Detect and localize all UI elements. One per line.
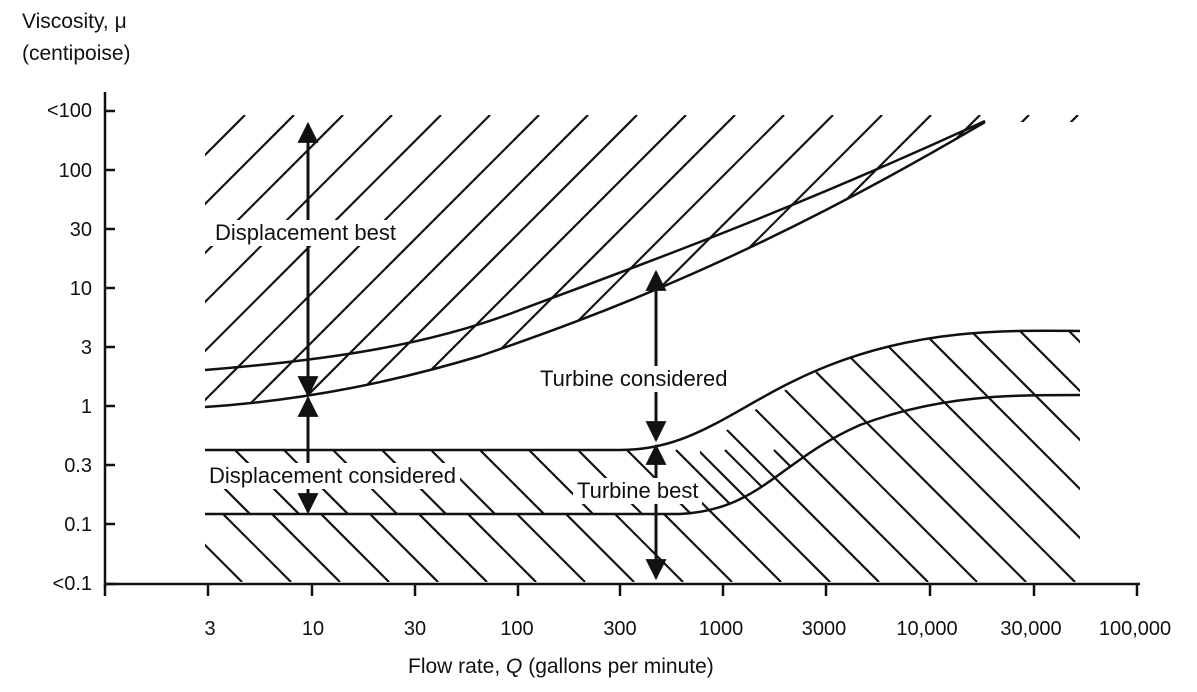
hatch-line bbox=[871, 449, 1005, 582]
hatch-line bbox=[675, 449, 809, 582]
hatch-line bbox=[871, 330, 1080, 582]
hatch-line bbox=[1018, 449, 1080, 582]
hatch-line bbox=[205, 115, 540, 407]
hatch-line bbox=[722, 115, 1079, 407]
hatch-line bbox=[205, 115, 344, 407]
hatch-line bbox=[920, 330, 1080, 582]
y-tick-label: 0.3 bbox=[64, 455, 92, 477]
hatch-line bbox=[724, 449, 858, 582]
hatch-line bbox=[773, 330, 1027, 582]
hatch-line bbox=[969, 330, 1080, 582]
hatch-line bbox=[526, 115, 883, 407]
hatch-line bbox=[1018, 330, 1080, 582]
hatch-line bbox=[1115, 115, 1197, 470]
hatch-line bbox=[479, 449, 613, 582]
hatch-line bbox=[205, 115, 295, 407]
hatch-line bbox=[1166, 450, 1197, 582]
hatch-line bbox=[330, 115, 687, 407]
hatch-line bbox=[1016, 115, 1083, 407]
boundary-curve-upper-top bbox=[204, 119, 986, 372]
hatch-line bbox=[869, 115, 1083, 407]
label-turbine-considered: Turbine considered bbox=[536, 366, 732, 392]
y-tick-label: 3 bbox=[80, 337, 92, 359]
hatch-line bbox=[1065, 115, 1083, 407]
hatch-line bbox=[967, 115, 1083, 407]
hatch-line bbox=[234, 330, 488, 582]
x-axis-label-prefix: Flow rate, bbox=[408, 655, 507, 678]
hatch-line bbox=[379, 115, 736, 407]
hatch-line bbox=[820, 115, 1083, 407]
x-tick-label: 30,000 bbox=[1000, 618, 1062, 640]
x-tick-label: 30 bbox=[403, 618, 427, 640]
y-tick-label: 1 bbox=[80, 396, 92, 418]
label-displacement-best: Displacement best bbox=[211, 220, 400, 246]
hatch-line bbox=[1067, 330, 1080, 582]
x-tick-label: 10 bbox=[301, 618, 325, 640]
x-tick-label: 100,000 bbox=[1098, 618, 1172, 640]
y-axis-label-line2: (centipoise) bbox=[22, 42, 131, 65]
hatch-displacement-considered bbox=[205, 449, 1197, 582]
hatch-line bbox=[205, 115, 491, 407]
x-tick-marks bbox=[103, 584, 1139, 596]
hatch-line bbox=[724, 330, 978, 582]
hatch-line bbox=[773, 449, 907, 582]
hatch-line bbox=[771, 115, 1083, 407]
x-tick-label: 10,000 bbox=[896, 618, 958, 640]
hatch-line bbox=[1164, 115, 1197, 470]
x-tick-label: 300 bbox=[603, 618, 637, 640]
hatch-line bbox=[626, 449, 760, 582]
hatch-line bbox=[1117, 330, 1197, 582]
x-tick-label: 1000 bbox=[698, 618, 744, 640]
y-tick-label: <100 bbox=[46, 100, 92, 122]
y-tick-marks bbox=[105, 109, 115, 586]
hatch-line bbox=[920, 449, 1054, 582]
hatch-line bbox=[428, 115, 785, 407]
y-tick-label: 100 bbox=[58, 160, 92, 182]
label-turbine-best: Turbine best bbox=[573, 478, 703, 504]
hatch-line bbox=[205, 449, 221, 582]
hatch-line bbox=[205, 330, 292, 582]
y-tick-label: 30 bbox=[69, 219, 92, 241]
hatch-line bbox=[528, 449, 662, 582]
hatch-line bbox=[281, 115, 638, 407]
hatch-line bbox=[624, 115, 981, 407]
boundary-curve-lower-bottom bbox=[205, 393, 1081, 516]
boundary-curve-lower-top bbox=[205, 329, 1081, 452]
hatch-line bbox=[822, 330, 1076, 582]
hatch-line bbox=[205, 115, 393, 407]
hatch-line bbox=[1117, 450, 1197, 582]
hatch-displacement-best bbox=[205, 115, 1197, 470]
hatch-line bbox=[1166, 330, 1197, 582]
hatch-line bbox=[969, 449, 1080, 582]
hatch-line bbox=[205, 330, 390, 582]
x-tick-label: 3 bbox=[204, 618, 216, 640]
hatch-line bbox=[205, 115, 442, 407]
label-displacement-considered: Displacement considered bbox=[205, 463, 461, 489]
y-tick-label: 0.1 bbox=[64, 514, 92, 536]
hatch-line bbox=[822, 449, 956, 582]
y-tick-label: 10 bbox=[69, 278, 92, 300]
hatch-line bbox=[283, 330, 537, 582]
x-tick-label: 3000 bbox=[801, 618, 847, 640]
hatch-line bbox=[205, 330, 341, 582]
y-tick-label: <0.1 bbox=[52, 573, 92, 595]
hatch-line bbox=[1067, 449, 1080, 582]
hatch-line bbox=[577, 449, 711, 582]
y-axis-label-line1: Viscosity, μ bbox=[22, 10, 127, 33]
x-tick-label: 100 bbox=[500, 618, 534, 640]
x-axis-label-suffix: (gallons per minute) bbox=[522, 655, 714, 678]
x-axis-label: Flow rate, Q (gallons per minute) bbox=[408, 655, 714, 679]
boundary-curve-upper-bottom bbox=[204, 120, 986, 409]
hatch-line bbox=[232, 115, 589, 407]
x-axis-label-var: Q bbox=[506, 655, 523, 678]
